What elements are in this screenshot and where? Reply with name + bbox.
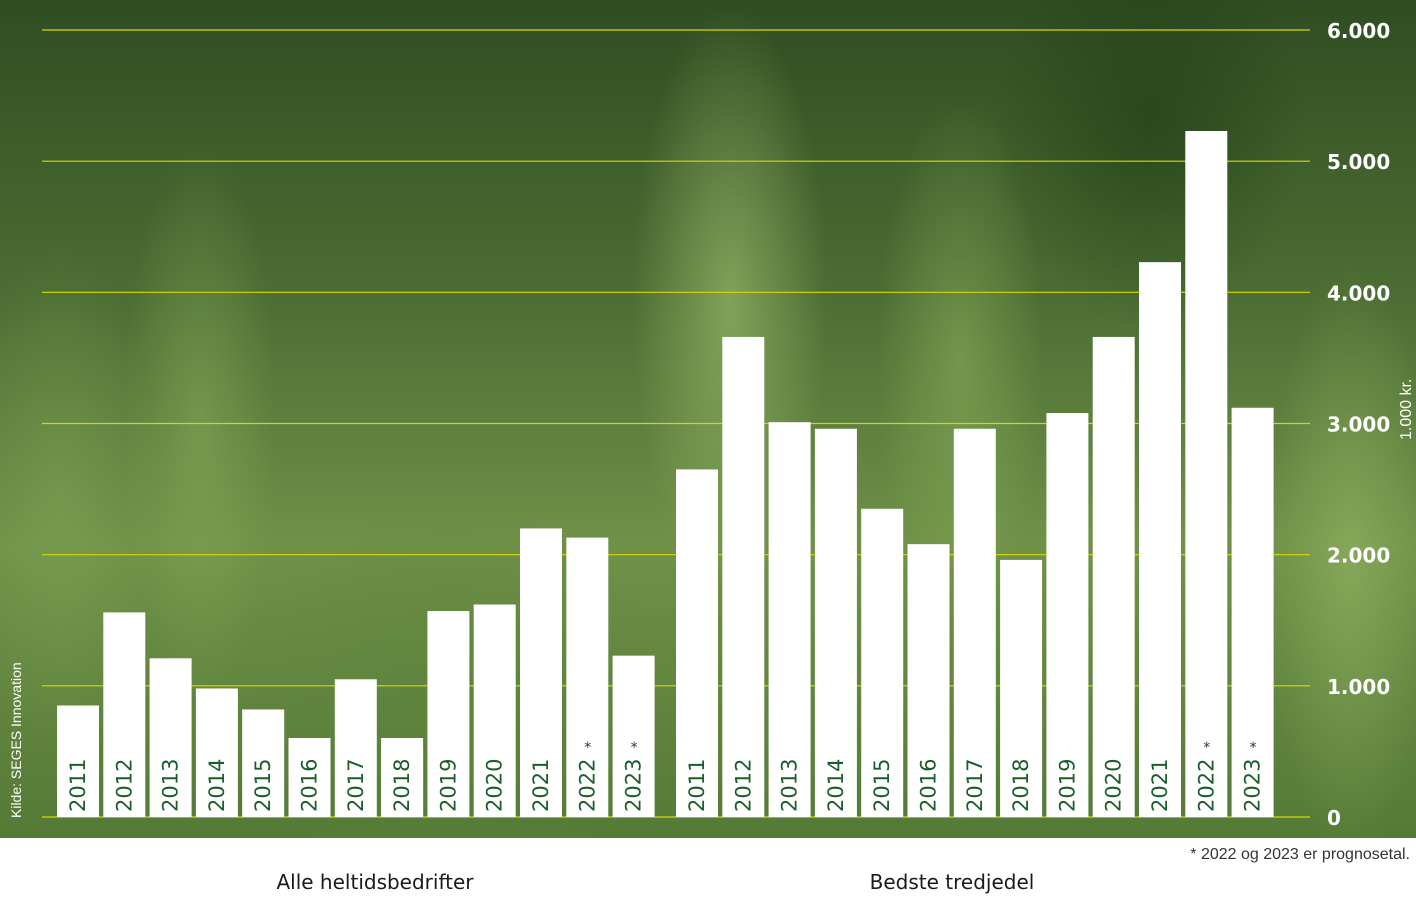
bar [612, 655, 655, 817]
x-tick-label: 2012 [112, 759, 136, 812]
x-tick-label: 2015 [870, 759, 894, 812]
x-tick-label: 2013 [159, 759, 183, 812]
x-tick-label: 2019 [436, 759, 460, 812]
y-tick-label: 1.000 [1327, 675, 1390, 699]
x-tick-label: 2017 [344, 759, 368, 812]
x-tick-label: 2016 [917, 759, 941, 812]
x-tick-label: 2017 [963, 759, 987, 812]
bar [566, 537, 609, 817]
footnote: * 2022 og 2023 er prognosetal. [1190, 846, 1410, 863]
bar [1046, 413, 1089, 817]
bar [768, 422, 811, 817]
bar [473, 604, 516, 817]
x-tick-label: 2019 [1055, 759, 1079, 812]
x-tick-label: 2021 [1148, 759, 1172, 812]
y-tick-label: 3.000 [1327, 413, 1390, 437]
y-axis-unit-label: 1.000 kr. [1398, 378, 1415, 440]
bar [953, 428, 996, 817]
forecast-asterisk: * [1203, 740, 1210, 756]
x-tick-label: 2022 [575, 759, 599, 812]
bar [195, 688, 238, 817]
x-tick-label: 2012 [731, 759, 755, 812]
x-tick-label: 2020 [1102, 759, 1126, 812]
group-title-best-third: Bedste tredjedel [869, 870, 1035, 894]
y-tick-label: 2.000 [1327, 544, 1390, 568]
bar [1139, 262, 1181, 817]
bar-chart: 0 1.000 2.000 3.000 4.000 5.000 6.000 2011 2012 2… [42, 19, 1390, 830]
x-tick-label: 2014 [205, 759, 229, 812]
x-tick-label: 2020 [483, 759, 507, 812]
bar [427, 611, 470, 817]
bar [103, 612, 146, 817]
x-tick-label: 2021 [529, 759, 553, 812]
x-tick-label: 2016 [298, 759, 322, 812]
x-tick-label: 2011 [685, 759, 709, 812]
bar [334, 679, 377, 817]
bar [1092, 336, 1135, 817]
bar [149, 658, 192, 817]
x-tick-label: 2022 [1194, 759, 1218, 812]
x-tick-label: 2013 [778, 759, 802, 812]
y-tick-label: 5.000 [1327, 150, 1390, 174]
bar [1185, 130, 1228, 817]
bar [57, 705, 99, 817]
x-tick-label: 2015 [251, 759, 275, 812]
bar [1000, 559, 1043, 817]
x-tick-label: 2018 [390, 759, 414, 812]
x-tick-label: 2014 [824, 759, 848, 812]
forecast-asterisk: * [1250, 740, 1257, 756]
bar [1231, 407, 1274, 817]
source-label: Kilde: SEGES Innovation [8, 662, 24, 818]
y-tick-label: 4.000 [1327, 281, 1390, 305]
y-tick-label: 0 [1327, 806, 1341, 830]
bar [676, 469, 718, 817]
bar [814, 428, 857, 817]
x-tick-label: 2023 [1241, 759, 1265, 812]
bar [907, 544, 950, 817]
x-tick-label: 2023 [622, 759, 646, 812]
bar [520, 528, 562, 817]
bar [242, 709, 285, 817]
bar [861, 508, 904, 817]
group-title-all-farms: Alle heltidsbedrifter [276, 870, 474, 894]
bar-label-backing [288, 738, 331, 817]
y-tick-label: 6.000 [1327, 19, 1390, 43]
forecast-asterisk: * [631, 740, 638, 756]
x-tick-label: 2018 [1009, 759, 1033, 812]
bar [722, 336, 765, 817]
forecast-asterisk: * [584, 740, 591, 756]
x-tick-label: 2011 [66, 759, 90, 812]
bar-label-backing [381, 738, 424, 817]
